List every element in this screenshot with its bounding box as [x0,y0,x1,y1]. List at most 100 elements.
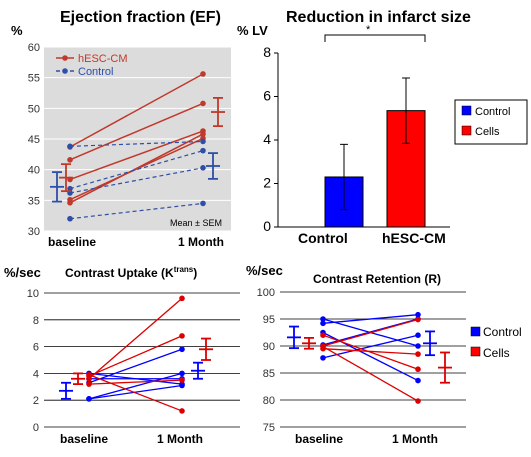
retention-data-point [415,311,421,318]
retention-x-label-baseline: baseline [295,432,343,446]
uptake-title-end: ) [193,266,197,280]
ef-legend: hESC-CM Control [56,53,128,78]
uptake-y-tick-label: 4 [33,368,39,380]
ef-x-label-baseline: baseline [48,235,96,249]
retention-data-point [320,332,326,339]
significance-bracket: * [324,24,426,42]
infarct-x-label-control: Control [298,230,348,246]
retention-y-tick-label: 90 [263,341,275,353]
retention-data-point [415,343,421,349]
infarct-legend: Control Cells [454,99,528,145]
ef-subject-line [69,73,204,148]
ef-subject-line [69,202,204,220]
retention-legend-label-cells: Cells [483,346,510,360]
uptake-data-point [86,371,92,378]
uptake-y-tick-label: 0 [33,422,39,434]
retention-data-point [415,316,421,323]
retention-panel: %/sec Contrast Retention (R) 75 80 85 90 95 1… [246,263,526,446]
uptake-title: Contrast Uptake (Ktrans) [65,265,197,280]
retention-data-point [415,398,421,404]
ef-y-unit: % [11,23,23,38]
retention-subject-line [322,318,419,347]
ef-legend-label-hesc: hESC-CM [78,53,128,65]
ef-y-tick-label: 55 [28,73,40,85]
ef-data-point [200,71,206,77]
ef-x-label-1month: 1 Month [178,235,224,249]
retention-title: Contrast Retention (R) [313,272,441,286]
ef-subject-line [69,167,204,194]
ef-data-point [200,131,206,137]
infarct-title: Reduction in infarct size [286,9,471,26]
uptake-x-label-1month: 1 Month [157,432,203,446]
uptake-data-point [179,370,185,377]
infarct-bars [324,77,426,228]
infarct-y-tick-label: 2 [263,175,271,191]
uptake-y-unit: %/sec [4,265,41,280]
retention-y-tick-label: 75 [263,422,275,434]
uptake-subject-line [88,348,183,384]
uptake-subject-line [88,297,183,380]
retention-data-point [415,366,421,373]
ef-y-tick-label: 45 [28,134,40,146]
ef-data-point [67,215,73,222]
ef-data-point [67,196,73,203]
retention-legend-swatch-control [470,326,481,337]
infarct-y-tick-label: 8 [263,44,271,60]
infarct-legend-swatch-control [461,105,472,116]
ef-subject-line [69,130,204,181]
infarct-y-tick-label: 4 [263,131,271,147]
retention-data-point [415,332,421,339]
uptake-x-label-baseline: baseline [60,432,108,446]
retention-x-label-1month: 1 Month [392,432,438,446]
retention-data-point [415,351,421,357]
uptake-y-tick-label: 8 [33,315,39,327]
ef-data-point [200,147,206,154]
retention-data-point [320,316,326,322]
ef-series [50,71,225,222]
retention-subject-line [322,334,419,370]
ef-data-point [67,185,73,192]
ef-note: Mean ± SEM [170,218,222,228]
retention-subject-line [322,314,419,324]
infarct-panel: Reduction in infarct size % LV 0 2 4 6 8 * C… [237,9,528,246]
retention-y-unit: %/sec [246,263,283,278]
retention-series [287,311,452,404]
retention-subject-line [322,334,419,359]
uptake-panel: %/sec Contrast Uptake (Ktrans) 0 2 4 6 8 10 b… [4,265,240,446]
infarct-y-tick-label: 6 [263,88,271,104]
ef-y-tick-label: 60 [28,42,40,54]
uptake-data-point [179,295,185,302]
ef-data-point [200,165,206,171]
uptake-title-sup: trans [174,265,194,274]
ef-subject-line [69,150,204,190]
infarct-x-label-hesc: hESC-CM [382,230,446,246]
retention-y-tick-label: 85 [263,368,275,380]
uptake-subject-line [88,379,183,385]
ef-y-tick-label: 35 [28,195,40,207]
retention-data-point [320,345,326,352]
ef-subject-line [69,102,204,161]
retention-subject-line [322,345,419,402]
uptake-subject-line [88,335,183,377]
retention-legend: Control Cells [468,324,526,362]
significance-line [324,34,426,42]
infarct-legend-swatch-cells [461,125,472,136]
uptake-subject-line [88,372,183,400]
uptake-y-tick-label: 2 [33,395,39,407]
uptake-data-point [179,408,185,414]
ef-y-tick-label: 30 [28,226,40,238]
ef-y-ticks: 30 35 40 45 50 55 60 [28,42,40,238]
uptake-series [59,295,213,414]
significance-star: * [366,24,371,36]
ef-data-point [200,100,206,107]
uptake-data-point [179,346,185,353]
infarct-y-unit: % LV [237,23,268,38]
retention-y-tick-label: 80 [263,395,275,407]
ef-data-point [200,200,206,207]
ef-data-point [67,143,73,150]
infarct-legend-label-control: Control [475,106,510,118]
uptake-subject-line [88,374,183,412]
retention-legend-label-control: Control [483,325,522,339]
uptake-y-tick-label: 10 [27,288,39,300]
